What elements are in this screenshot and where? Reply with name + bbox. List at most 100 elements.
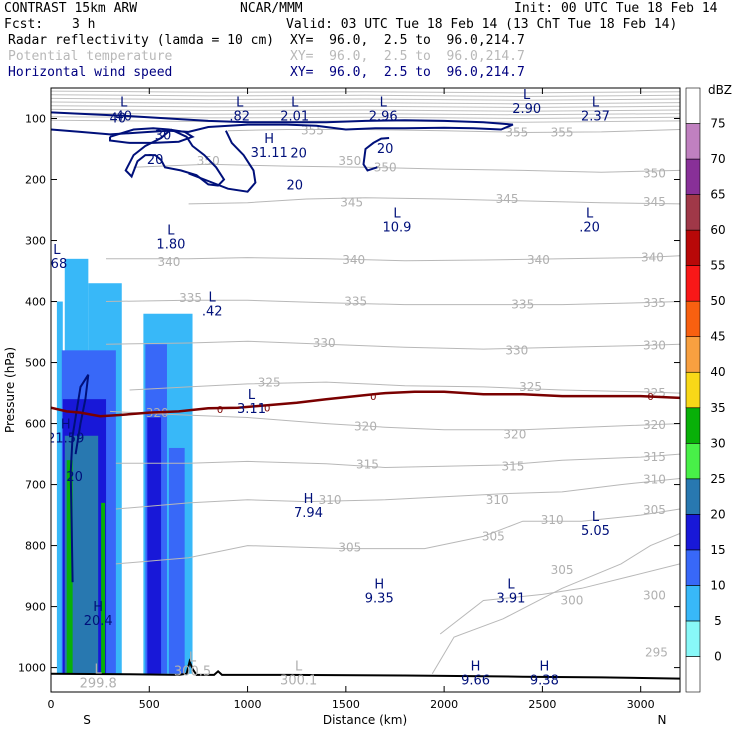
colorbar-swatch bbox=[685, 442, 701, 480]
theta-label: 310 bbox=[319, 493, 342, 507]
colorbar-swatch bbox=[685, 229, 701, 266]
extremum-low-marker: L bbox=[295, 660, 303, 675]
theta-contour-line bbox=[51, 90, 680, 94]
colorbar-swatch bbox=[685, 371, 701, 409]
extremum-value: 9.35 bbox=[365, 591, 394, 606]
extremum-value: 2.96 bbox=[369, 109, 398, 124]
theta-label: 305 bbox=[551, 563, 574, 577]
extremum-value: 21.59 bbox=[47, 431, 84, 446]
extremum-value: .68 bbox=[47, 257, 68, 272]
wind-contour-layer: 40 30 20 20 20 20 20 bbox=[51, 111, 514, 583]
theta-label: 325 bbox=[258, 376, 281, 390]
forecast-label: Fcst: bbox=[4, 17, 44, 32]
forecast-value: 3 h bbox=[72, 17, 96, 32]
extremum-low-marker: L bbox=[248, 388, 256, 403]
y-tick-label: 400 bbox=[25, 296, 46, 309]
theta-label: 340 bbox=[527, 253, 550, 267]
y-tick-label: 100 bbox=[25, 113, 46, 126]
x-tick-label: 0 bbox=[48, 698, 55, 711]
extremum-low-marker: L bbox=[592, 95, 600, 110]
y-tick-label: 500 bbox=[25, 357, 46, 370]
colorbar-swatch bbox=[685, 585, 701, 622]
colorbar-label: 25 bbox=[710, 472, 725, 486]
theta-label: 345 bbox=[643, 195, 666, 209]
terrain-layer bbox=[51, 658, 680, 680]
wind-contour-20 bbox=[188, 130, 257, 193]
theta-contour-310 bbox=[115, 478, 680, 510]
theta-label: 310 bbox=[643, 473, 666, 487]
x-tick-label: 500 bbox=[139, 698, 160, 711]
theta-contour-line bbox=[51, 97, 680, 101]
colorbar-label: 10 bbox=[710, 578, 725, 592]
theta-label: 315 bbox=[356, 457, 379, 471]
colorbar-label: 75 bbox=[710, 117, 725, 131]
theta-label: 310 bbox=[486, 493, 509, 507]
extremum-value: 40 bbox=[115, 109, 132, 124]
theta-label: 320 bbox=[354, 420, 377, 434]
extremum-low-marker: L bbox=[393, 206, 401, 221]
y-tick-label: 900 bbox=[25, 601, 46, 614]
wind-label: 20 bbox=[290, 146, 307, 161]
theta-contour-355 bbox=[227, 129, 680, 134]
extremum-value: 2.37 bbox=[581, 109, 610, 124]
y-tick-label: 800 bbox=[25, 540, 46, 553]
wind-contour-20 bbox=[69, 374, 90, 583]
theta-label: 325 bbox=[519, 380, 542, 394]
reflectivity-cell bbox=[101, 502, 106, 674]
freezing-level-label: 0 bbox=[217, 405, 223, 416]
wind-label: 20 bbox=[286, 179, 303, 194]
theta-label: 340 bbox=[342, 253, 365, 267]
theta-contour-340 bbox=[106, 255, 680, 262]
extremum-low-marker: L bbox=[592, 510, 600, 525]
reflectivity-cell bbox=[56, 301, 63, 674]
colorbar-swatch bbox=[685, 158, 701, 195]
theta-contour-line bbox=[51, 105, 680, 109]
theta-contour-335 bbox=[105, 299, 680, 306]
colorbar-label: 15 bbox=[710, 543, 725, 557]
theta-label: 335 bbox=[344, 295, 367, 309]
extremum-low-marker: L bbox=[209, 291, 217, 306]
extremum-low-marker: L bbox=[586, 206, 594, 221]
extremum-high-marker: H bbox=[471, 660, 481, 675]
theta-label: 355 bbox=[551, 126, 574, 140]
y-tick-label: 700 bbox=[25, 479, 46, 492]
extremum-low-marker: L bbox=[523, 88, 531, 103]
extremum-value: 9.38 bbox=[530, 674, 559, 689]
theta-label: 350 bbox=[374, 160, 397, 174]
wind-label: 20 bbox=[147, 153, 164, 168]
extremum-high-marker: H bbox=[93, 600, 103, 615]
extremum-high-marker: H bbox=[304, 492, 314, 507]
wind-contour-30 bbox=[109, 127, 195, 144]
x-tick-label: 2500 bbox=[528, 698, 556, 711]
chart-title: CONTRAST 15km ARW bbox=[4, 1, 138, 16]
extremum-low-marker: L bbox=[189, 650, 197, 665]
north-label: N bbox=[658, 713, 667, 727]
theta-contour-295 bbox=[431, 532, 680, 674]
extremum-high-marker: H bbox=[539, 660, 549, 675]
valid-time: Valid: 03 UTC Tue 18 Feb 14 (13 ChT Tue … bbox=[286, 17, 678, 32]
extremum-value: 300.1 bbox=[280, 674, 317, 689]
colorbar-swatch bbox=[685, 123, 701, 160]
theta-label: 355 bbox=[301, 124, 324, 138]
plot-frame bbox=[50, 87, 681, 693]
colorbar-label: 0 bbox=[714, 649, 722, 663]
freezing-level-label: 0 bbox=[647, 392, 653, 403]
organization: NCAR/MMM bbox=[240, 1, 303, 16]
extremum-value: 2.90 bbox=[512, 102, 541, 117]
extremum-value: .20 bbox=[579, 220, 600, 235]
reflectivity-cell bbox=[147, 417, 162, 674]
extremum-low-marker: L bbox=[53, 243, 61, 258]
freezing-level-layer: 0 0 0 0 bbox=[51, 390, 680, 418]
theta-label: 335 bbox=[643, 296, 666, 310]
theta-label: 295 bbox=[645, 645, 668, 659]
axes-layer: 0 500 1000 1500 2000 2500 30001002003004005006… bbox=[18, 88, 680, 711]
theta-label: 335 bbox=[179, 291, 202, 305]
extremum-low-marker: L bbox=[236, 95, 244, 110]
theta-contour-305 bbox=[115, 508, 680, 565]
colorbar-swatch bbox=[685, 87, 701, 124]
wind-label: 30 bbox=[155, 129, 172, 144]
extremum-value: 20.4 bbox=[84, 614, 113, 629]
extremum-high-marker: H bbox=[264, 132, 274, 147]
